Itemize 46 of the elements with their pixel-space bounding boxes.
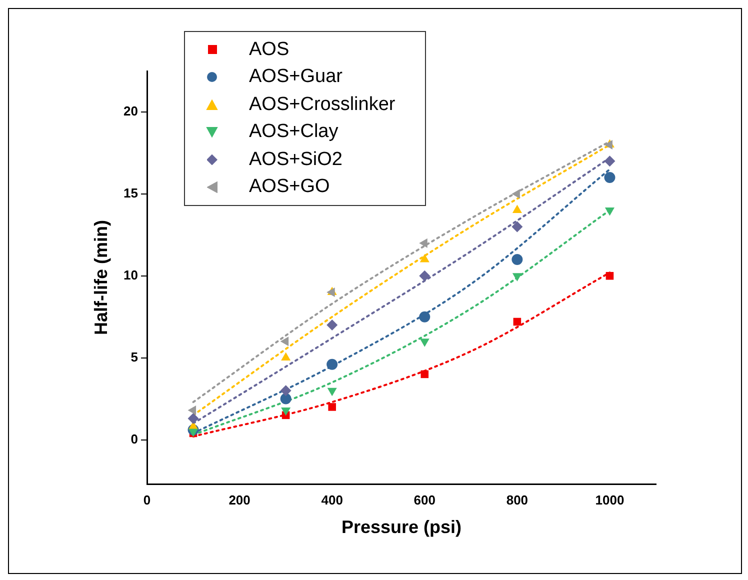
point	[420, 370, 429, 378]
x-tick-label: 600	[414, 492, 436, 508]
point	[326, 358, 338, 370]
point	[513, 318, 522, 326]
x-tick-label: 800	[506, 492, 528, 508]
point	[419, 311, 430, 322]
point	[280, 385, 292, 396]
point	[419, 270, 430, 282]
point	[327, 388, 337, 396]
point	[606, 272, 614, 280]
x-axis-title: Pressure (psi)	[341, 517, 462, 538]
point	[420, 254, 430, 262]
point	[419, 238, 428, 248]
point	[280, 336, 289, 346]
point	[280, 393, 292, 404]
x-tick-label: 400	[321, 492, 343, 508]
point	[326, 320, 338, 331]
legend-label: AOS+Clay	[249, 121, 338, 144]
legend-label: AOS+GO	[249, 176, 330, 198]
legend-label: AOS+Crosslinker	[249, 94, 396, 116]
point	[604, 156, 616, 167]
x-tick-label: 200	[228, 492, 250, 508]
point	[420, 338, 430, 347]
y-tick-label: 20	[124, 104, 138, 119]
point	[512, 221, 523, 232]
point	[281, 408, 291, 416]
y-tick-label: 5	[130, 349, 138, 364]
y-tick-label: 10	[124, 267, 138, 282]
point	[328, 403, 336, 411]
y-tick-label: 15	[124, 185, 138, 200]
point	[512, 254, 523, 265]
y-tick-label: 0	[130, 431, 138, 446]
legend-label: AOS	[249, 38, 290, 61]
y-axis-title: Half-life (min)	[90, 220, 111, 335]
point	[604, 172, 616, 184]
x-tick-label: 0	[143, 492, 151, 508]
point	[281, 352, 291, 361]
point	[326, 287, 335, 298]
legend-label: AOS+Guar	[249, 66, 342, 88]
point	[512, 204, 522, 214]
x-tick-label: 1000	[595, 492, 624, 508]
point	[512, 189, 520, 199]
point	[604, 140, 612, 150]
point	[188, 405, 196, 416]
legend-label: AOS+SiO2	[249, 148, 342, 171]
point	[188, 412, 199, 424]
